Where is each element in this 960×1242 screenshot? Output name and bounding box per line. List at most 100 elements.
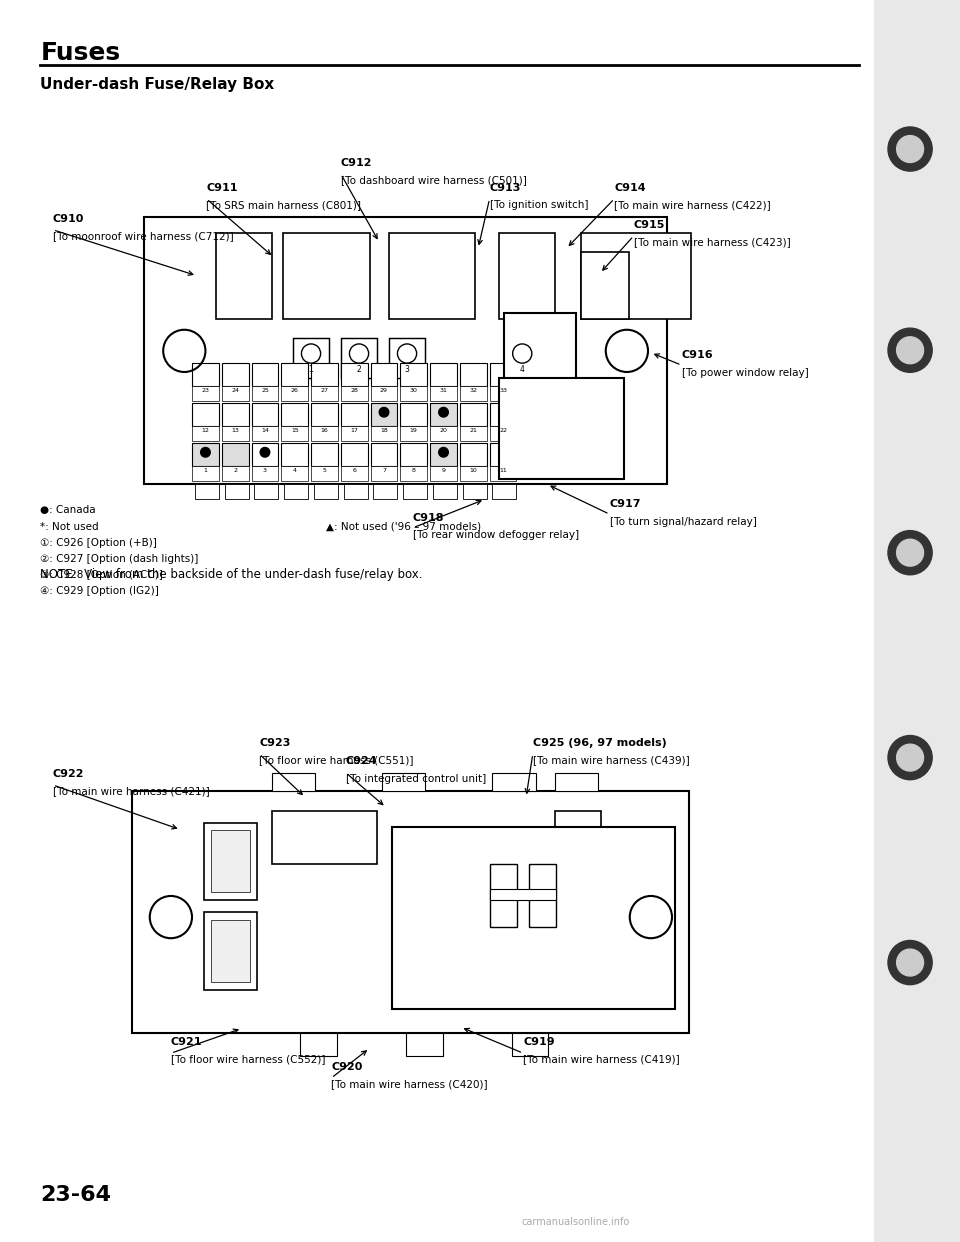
- Text: 22: 22: [499, 427, 507, 433]
- Text: 21: 21: [469, 427, 477, 433]
- Text: Under-dash Fuse/Relay Box: Under-dash Fuse/Relay Box: [40, 77, 275, 92]
- Bar: [463, 484, 487, 499]
- Bar: [490, 363, 516, 385]
- Text: 26: 26: [291, 388, 299, 392]
- Text: 27: 27: [321, 388, 328, 392]
- Text: 29: 29: [380, 388, 388, 392]
- Bar: [272, 773, 315, 791]
- Circle shape: [615, 339, 638, 363]
- Bar: [499, 233, 555, 319]
- Bar: [341, 404, 368, 426]
- Bar: [341, 426, 368, 441]
- Bar: [132, 791, 689, 1033]
- Text: 1: 1: [309, 365, 313, 374]
- Bar: [311, 443, 338, 466]
- Bar: [192, 363, 219, 385]
- Bar: [341, 385, 368, 401]
- Text: 1: 1: [204, 468, 207, 473]
- Bar: [314, 484, 338, 499]
- Text: C921: C921: [171, 1037, 203, 1047]
- Bar: [281, 426, 308, 441]
- Bar: [460, 443, 487, 466]
- Text: 2: 2: [233, 468, 237, 473]
- Bar: [281, 385, 308, 401]
- Bar: [581, 233, 691, 319]
- Circle shape: [897, 539, 924, 566]
- Text: ▲: Not used ('96 – 97 models): ▲: Not used ('96 – 97 models): [326, 522, 482, 532]
- Circle shape: [888, 735, 932, 780]
- Bar: [460, 426, 487, 441]
- Circle shape: [639, 905, 662, 929]
- Text: [To SRS main harness (C801)]: [To SRS main harness (C801)]: [206, 200, 361, 210]
- Text: 3: 3: [263, 468, 267, 473]
- Bar: [192, 443, 219, 466]
- Bar: [211, 920, 250, 982]
- Bar: [284, 484, 308, 499]
- Bar: [406, 1033, 443, 1056]
- Bar: [504, 313, 576, 426]
- Bar: [281, 363, 308, 385]
- Text: [To turn signal/hazard relay]: [To turn signal/hazard relay]: [610, 517, 756, 527]
- Bar: [392, 827, 675, 1009]
- Bar: [300, 1033, 337, 1056]
- Text: C922: C922: [53, 769, 84, 779]
- Text: [To moonroof wire harness (C712)]: [To moonroof wire harness (C712)]: [53, 231, 233, 241]
- Text: 4: 4: [293, 468, 297, 473]
- Bar: [192, 426, 219, 441]
- Bar: [293, 338, 329, 378]
- Bar: [400, 443, 427, 466]
- Bar: [371, 426, 397, 441]
- Bar: [400, 404, 427, 426]
- Text: [To floor wire harness (C552)]: [To floor wire harness (C552)]: [171, 1054, 325, 1064]
- Text: 3: 3: [404, 365, 410, 374]
- Text: C924: C924: [346, 756, 377, 766]
- Bar: [460, 385, 487, 401]
- Circle shape: [897, 744, 924, 771]
- Bar: [490, 404, 516, 426]
- Circle shape: [173, 339, 196, 363]
- Bar: [430, 363, 457, 385]
- Text: 14: 14: [261, 427, 269, 433]
- Text: 5: 5: [323, 468, 326, 473]
- Bar: [204, 822, 257, 900]
- Circle shape: [159, 905, 182, 929]
- Text: [To dashboard wire harness (C501)]: [To dashboard wire harness (C501)]: [341, 175, 527, 185]
- Circle shape: [439, 407, 448, 417]
- Bar: [252, 385, 278, 401]
- Bar: [512, 1033, 548, 1056]
- Text: 15: 15: [291, 427, 299, 433]
- Bar: [874, 0, 960, 1242]
- Text: [To main wire harness (C422)]: [To main wire harness (C422)]: [614, 200, 771, 210]
- Text: C917: C917: [610, 499, 641, 509]
- Bar: [344, 484, 368, 499]
- Bar: [216, 233, 272, 319]
- Text: 13: 13: [231, 427, 239, 433]
- Text: 4: 4: [519, 365, 525, 374]
- Bar: [555, 811, 601, 859]
- Bar: [400, 363, 427, 385]
- Bar: [490, 385, 516, 401]
- Bar: [192, 404, 219, 426]
- Bar: [430, 385, 457, 401]
- Text: 7: 7: [382, 468, 386, 473]
- Text: 2: 2: [357, 365, 361, 374]
- Bar: [252, 443, 278, 466]
- Text: C920: C920: [331, 1062, 363, 1072]
- Bar: [491, 889, 556, 900]
- Bar: [311, 385, 338, 401]
- Bar: [430, 426, 457, 441]
- Bar: [195, 484, 219, 499]
- Bar: [222, 466, 249, 482]
- Text: [To main wire harness (C419)]: [To main wire harness (C419)]: [523, 1054, 680, 1064]
- Text: 24: 24: [231, 388, 239, 392]
- Bar: [222, 443, 249, 466]
- Text: 8: 8: [412, 468, 416, 473]
- Text: ●: Canada: ●: Canada: [40, 505, 96, 515]
- Bar: [272, 811, 377, 864]
- Text: Fuses: Fuses: [40, 41, 120, 65]
- Bar: [371, 466, 397, 482]
- Text: C912: C912: [341, 158, 372, 168]
- Text: 23: 23: [202, 388, 209, 392]
- Bar: [341, 443, 368, 466]
- Bar: [252, 426, 278, 441]
